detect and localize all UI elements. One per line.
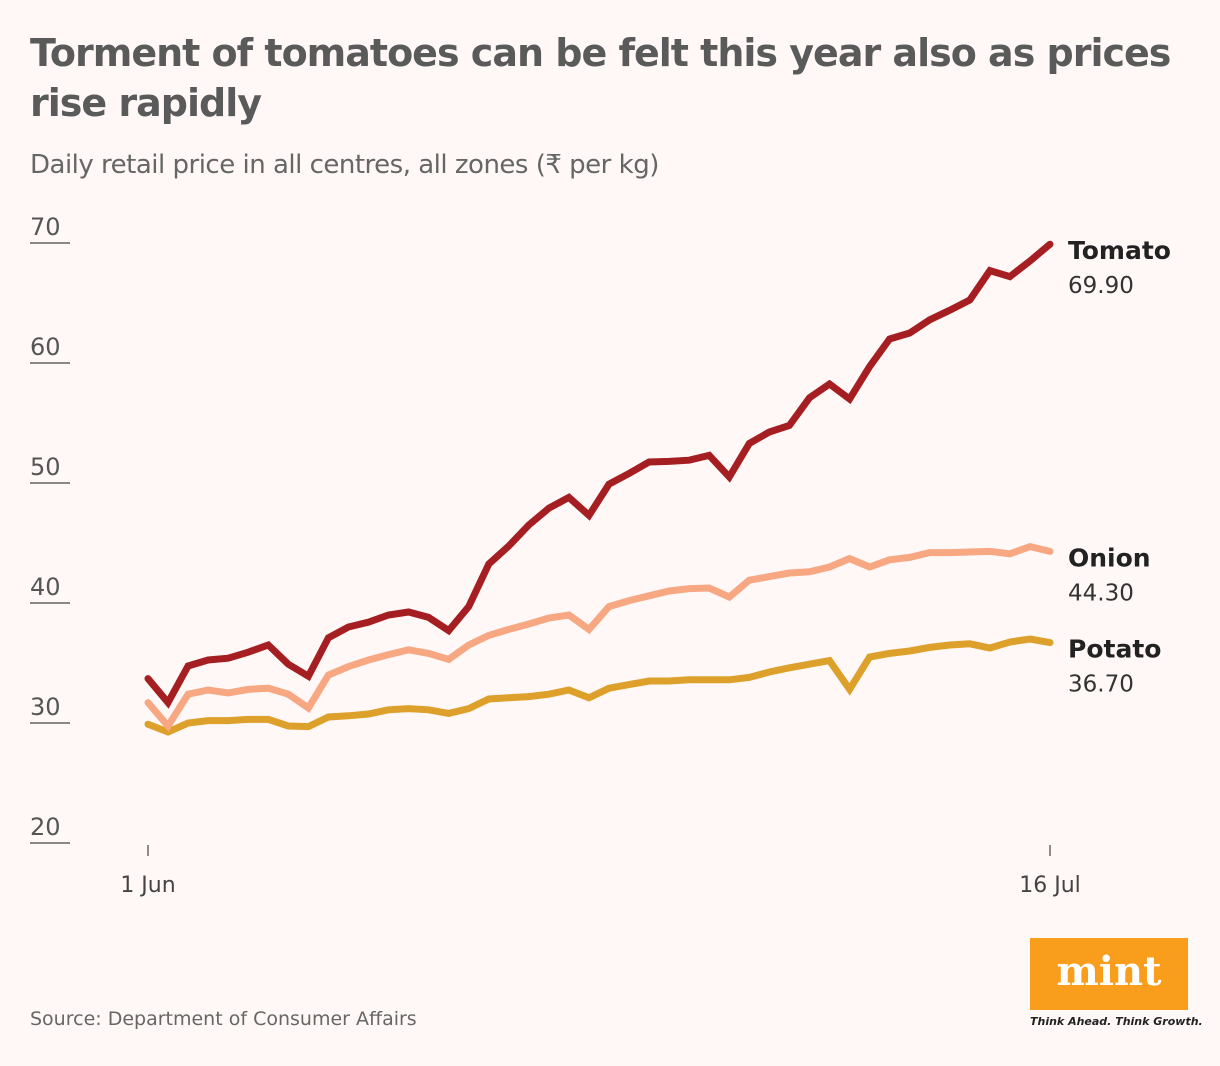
y-tick-label: 20: [30, 813, 61, 841]
x-tick-label: 16 Jul: [1019, 873, 1081, 898]
y-tick-label: 50: [30, 453, 61, 481]
chart-subtitle: Daily retail price in all centres, all z…: [30, 150, 659, 180]
mint-logo: mint: [1030, 938, 1188, 1010]
series-end-value: 44.30: [1068, 580, 1134, 606]
series-line-tomato: [144, 240, 1054, 709]
series-end-value: 69.90: [1068, 273, 1134, 299]
chart-title: Torment of tomatoes can be felt this yea…: [30, 31, 1171, 125]
logo-tagline: Think Ahead. Think Growth.: [1030, 1015, 1203, 1028]
y-tick-label: 70: [30, 213, 61, 241]
series-line-potato: [144, 635, 1054, 736]
y-tick-label: 30: [30, 693, 61, 721]
y-tick-label: 60: [30, 333, 61, 361]
y-tick-label: 40: [30, 573, 61, 601]
source-note: Source: Department of Consumer Affairs: [30, 1008, 417, 1030]
series-name-label: Potato: [1068, 635, 1161, 664]
x-tick-label: 1 Jun: [120, 873, 175, 898]
series-line-onion: [144, 542, 1054, 732]
series-name-label: Tomato: [1068, 236, 1171, 265]
series-name-label: Onion: [1068, 543, 1151, 572]
series-end-value: 36.70: [1068, 672, 1134, 698]
